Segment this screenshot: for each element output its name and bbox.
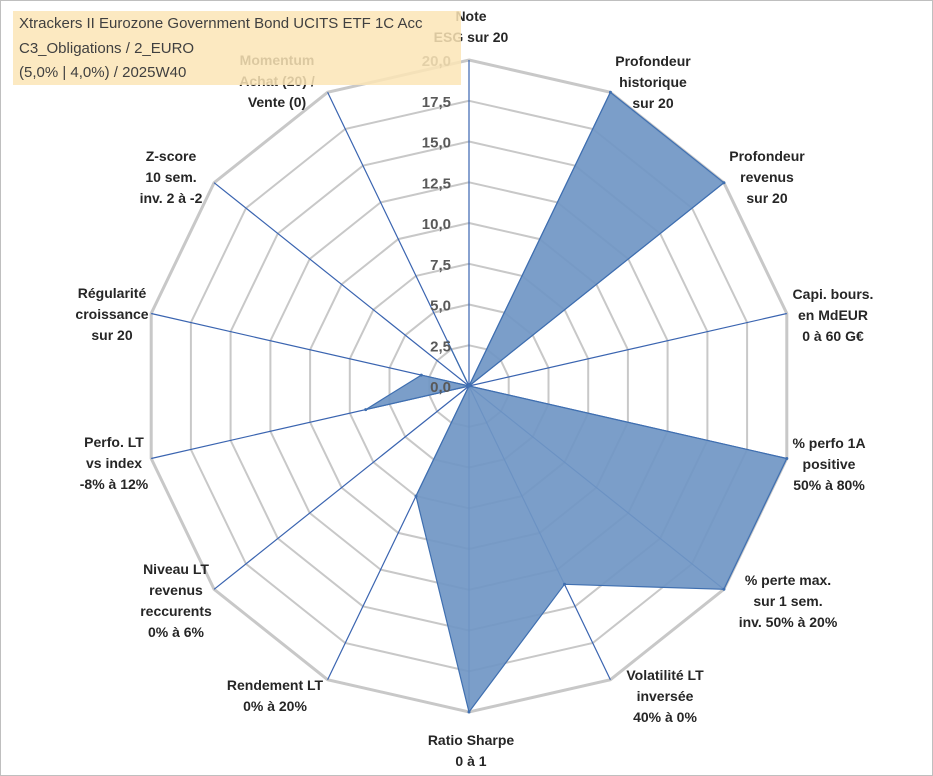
tick-label-2: 5,0 xyxy=(430,298,451,315)
axis-label-9-line-2: reccurents xyxy=(140,603,212,619)
axis-label-5-line-2: inv. 50% à 20% xyxy=(739,614,838,630)
axis-label-3-line-1: en MdEUR xyxy=(798,307,868,323)
axis-label-5-line-0: % perte max. xyxy=(745,572,831,588)
axis-label-9-line-3: 0% à 6% xyxy=(148,624,205,640)
chart-title-line-1: Xtrackers II Eurozone Government Bond UC… xyxy=(19,15,423,32)
axis-label-1: Profondeur historique sur 20 xyxy=(615,53,691,111)
axis-label-4-line-2: 50% à 80% xyxy=(793,477,865,493)
axis-label-0-line-0: Note xyxy=(455,8,486,24)
data-point-13 xyxy=(446,340,450,344)
data-point-5 xyxy=(722,587,726,591)
data-point-7 xyxy=(467,710,471,714)
axis-label-1-line-2: sur 20 xyxy=(632,95,673,111)
axis-label-5: % perte max. sur 1 sem. inv. 50% à 20% xyxy=(739,572,838,630)
tick-label-7: 17,5 xyxy=(422,94,451,111)
spoke-9 xyxy=(213,385,470,590)
axis-label-4-line-1: positive xyxy=(803,456,856,472)
data-point-12 xyxy=(467,384,471,388)
chart-title-line-2: C3_Obligations / 2_EURO xyxy=(19,40,195,57)
tick-label-4: 10,0 xyxy=(422,216,451,233)
axis-label-11: Régularité croissance sur 20 xyxy=(75,285,148,343)
data-point-11 xyxy=(419,373,423,377)
data-point-1 xyxy=(608,90,612,94)
axis-label-6-line-1: inversée xyxy=(637,688,694,704)
axis-label-8-line-1: 0% à 20% xyxy=(243,698,307,714)
axis-label-10-line-1: vs index xyxy=(86,455,142,471)
data-point-8 xyxy=(414,494,418,498)
axis-label-8-line-0: Rendement LT xyxy=(227,677,324,693)
axis-label-7: Ratio Sharpe 0 à 1 xyxy=(428,732,515,769)
axis-label-10-line-0: Perfo. LT xyxy=(84,434,144,450)
axis-label-3: Capi. bours. en MdEUR 0 à 60 G€ xyxy=(793,286,874,344)
tick-label-0: 0,0 xyxy=(430,379,451,396)
axis-label-12-line-0: Z-score xyxy=(146,148,197,164)
axis-label-1-line-0: Profondeur xyxy=(615,53,691,69)
spoke-12 xyxy=(213,182,470,387)
axis-label-12-line-1: 10 sem. xyxy=(145,169,196,185)
tick-label-5: 12,5 xyxy=(422,175,451,192)
axis-label-13-line-2: Vente (0) xyxy=(248,94,306,110)
axis-label-1-line-1: historique xyxy=(619,74,687,90)
axis-label-2-line-1: revenus xyxy=(740,169,794,185)
axis-label-5-line-1: sur 1 sem. xyxy=(753,593,822,609)
axis-label-9-line-0: Niveau LT xyxy=(143,561,209,577)
axis-label-11-line-2: sur 20 xyxy=(91,327,132,343)
chart-title-line-3: (5,0% | 4,0%) / 2025W40 xyxy=(19,64,187,81)
axis-label-6-line-2: 40% à 0% xyxy=(633,709,697,725)
tick-label-3: 7,5 xyxy=(430,257,451,274)
axis-label-10: Perfo. LT vs index -8% à 12% xyxy=(80,434,149,492)
spoke-13 xyxy=(327,92,470,387)
axis-label-7-line-1: 0 à 1 xyxy=(455,753,486,769)
axis-label-12-line-2: inv. 2 à -2 xyxy=(140,190,203,206)
data-point-6 xyxy=(563,582,566,586)
axis-label-2: Profondeur revenus sur 20 xyxy=(729,148,805,206)
axis-label-4: % perfo 1A positive 50% à 80% xyxy=(792,435,865,493)
title-box xyxy=(13,11,461,85)
axis-label-7-line-0: Ratio Sharpe xyxy=(428,732,515,748)
spoke-3 xyxy=(468,312,787,387)
axis-label-3-line-2: 0 à 60 G€ xyxy=(802,328,864,344)
data-point-4 xyxy=(785,457,789,460)
axis-label-6-line-0: Volatilité LT xyxy=(626,667,704,683)
axis-label-11-line-0: Régularité xyxy=(78,285,147,301)
axis-label-2-line-2: sur 20 xyxy=(746,190,787,206)
data-point-10 xyxy=(364,408,368,412)
axis-label-10-line-2: -8% à 12% xyxy=(80,476,149,492)
axis-label-11-line-1: croissance xyxy=(75,306,148,322)
axis-label-3-line-0: Capi. bours. xyxy=(793,286,874,302)
axis-label-2-line-0: Profondeur xyxy=(729,148,805,164)
tick-label-1: 2,5 xyxy=(430,338,451,355)
axis-label-12: Z-score 10 sem. inv. 2 à -2 xyxy=(140,148,203,206)
axis-label-9: Niveau LT revenus reccurents 0% à 6% xyxy=(140,561,212,640)
spoke-11 xyxy=(151,312,470,387)
axis-label-6: Volatilité LT inversée 40% à 0% xyxy=(626,667,704,725)
axis-label-9-line-1: revenus xyxy=(149,582,203,598)
data-point-2 xyxy=(722,181,726,185)
tick-label-6: 15,0 xyxy=(422,135,451,152)
axis-label-4-line-0: % perfo 1A xyxy=(792,435,865,451)
axis-label-8: Rendement LT 0% à 20% xyxy=(227,677,324,714)
